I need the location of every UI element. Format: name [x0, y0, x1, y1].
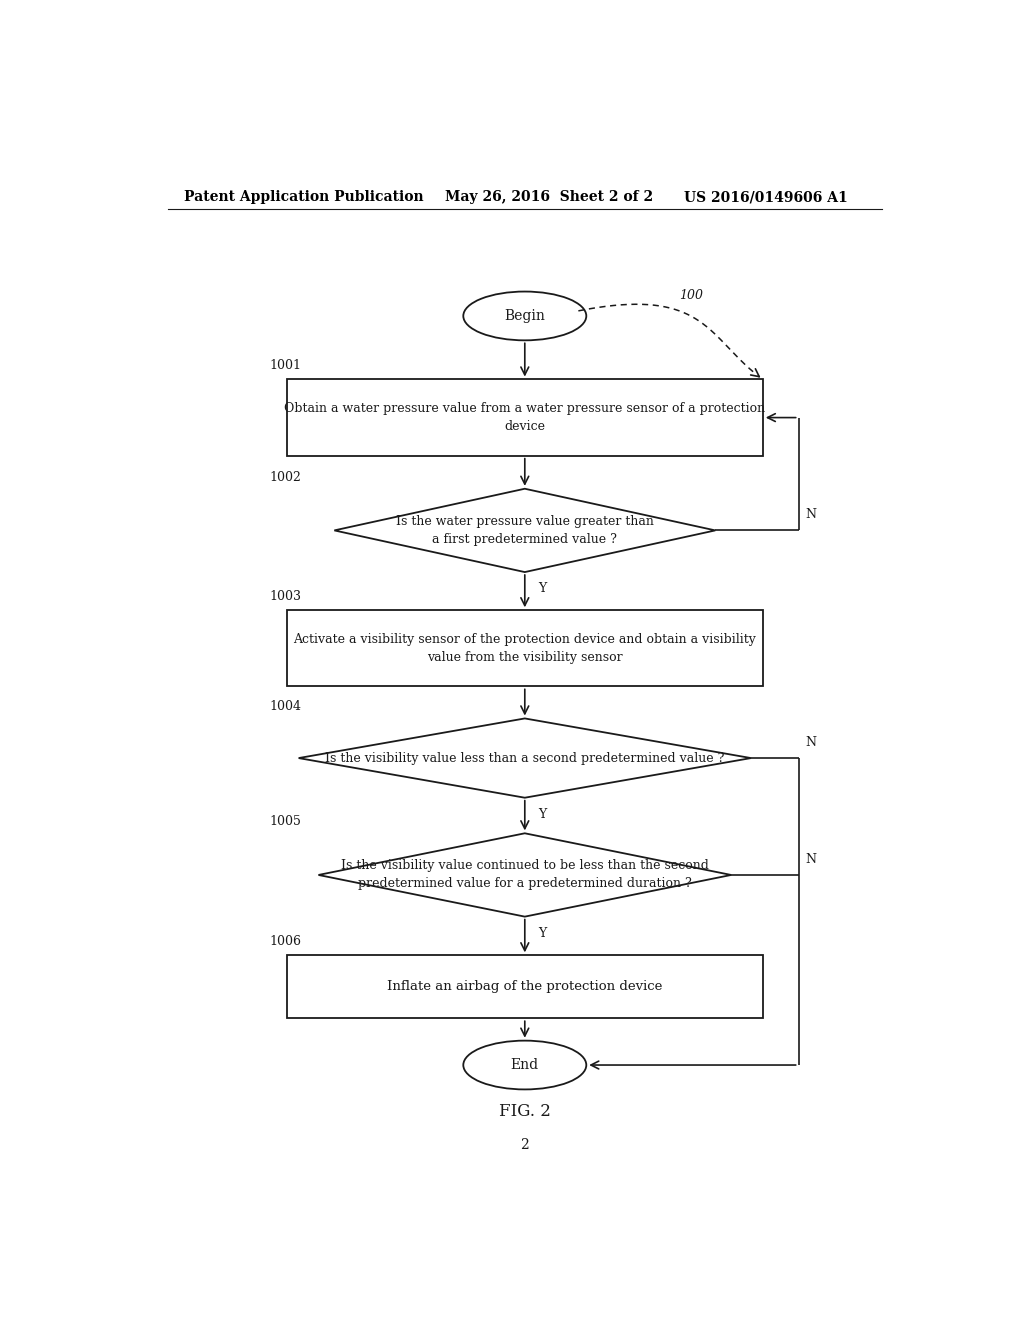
Text: FIG. 2: FIG. 2: [499, 1102, 551, 1119]
Bar: [287, 379, 763, 455]
Text: Is the visibility value less than a second predetermined value ?: Is the visibility value less than a seco…: [325, 751, 725, 764]
Text: 2: 2: [520, 1138, 529, 1152]
Text: N: N: [805, 853, 816, 866]
Text: 1002: 1002: [269, 471, 301, 483]
Text: 1005: 1005: [269, 816, 301, 828]
Text: Y: Y: [539, 927, 547, 940]
Text: Is the visibility value continued to be less than the second
predetermined value: Is the visibility value continued to be …: [341, 859, 709, 891]
Text: Begin: Begin: [505, 309, 545, 323]
Text: 1001: 1001: [269, 359, 301, 372]
Bar: [287, 610, 763, 686]
Text: US 2016/0149606 A1: US 2016/0149606 A1: [684, 190, 847, 205]
Text: Y: Y: [539, 808, 547, 821]
Text: N: N: [805, 508, 816, 521]
Text: Inflate an airbag of the protection device: Inflate an airbag of the protection devi…: [387, 981, 663, 993]
Text: Patent Application Publication: Patent Application Publication: [183, 190, 423, 205]
Text: Obtain a water pressure value from a water pressure sensor of a protection
devic: Obtain a water pressure value from a wat…: [285, 403, 765, 433]
Text: 1006: 1006: [269, 935, 301, 948]
Text: End: End: [511, 1059, 539, 1072]
Text: Y: Y: [539, 582, 547, 595]
Text: N: N: [805, 735, 816, 748]
Text: 100: 100: [680, 289, 703, 302]
Text: 1004: 1004: [269, 701, 301, 713]
Bar: [287, 956, 763, 1018]
Text: Activate a visibility sensor of the protection device and obtain a visibility
va: Activate a visibility sensor of the prot…: [293, 632, 757, 664]
Text: Is the water pressure value greater than
a first predetermined value ?: Is the water pressure value greater than…: [396, 515, 653, 546]
Text: 1003: 1003: [269, 590, 301, 603]
Text: May 26, 2016  Sheet 2 of 2: May 26, 2016 Sheet 2 of 2: [445, 190, 653, 205]
